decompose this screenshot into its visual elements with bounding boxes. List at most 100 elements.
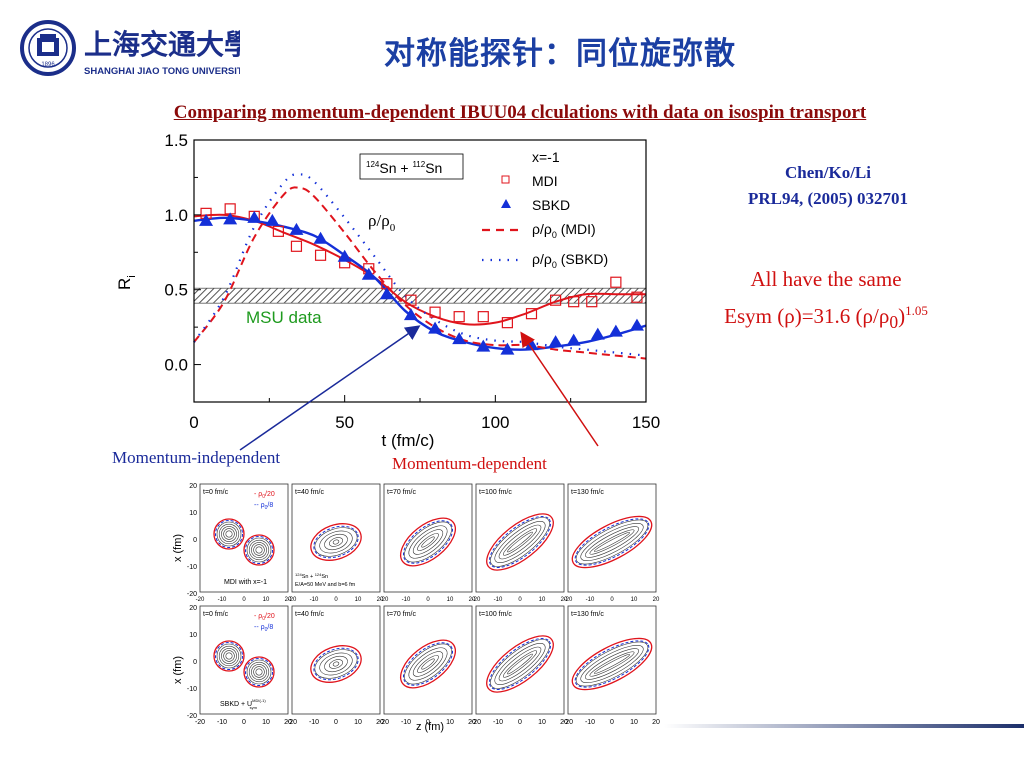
contour-x-tick: 10 [630, 719, 638, 726]
contour-panel: t=40 fm/c -20 -10 0 10 20 [287, 605, 384, 726]
sbkd-point [629, 318, 644, 331]
citation-reference: PRL94, (2005) 032701 [747, 189, 909, 208]
panel-time: t=0 fm/c [203, 611, 229, 618]
contour-panel: t=70 fm/c -20 -10 0 10 20 [380, 483, 476, 603]
momentum-independent-label: Momentum-independent [112, 448, 281, 467]
contour-legend-red: - ρ0/20 [254, 613, 275, 622]
contour-x-tick: -10 [401, 719, 411, 726]
reaction-energy: E/A=50 MeV and b=6 fm [295, 582, 356, 588]
contour-legend-red: - ρ0/20 [254, 491, 275, 500]
contour-x-tick: -20 [380, 597, 389, 603]
esym-sub: 0 [889, 312, 899, 333]
contour-y-tick: -20 [187, 713, 197, 720]
contour-y-tick: 10 [189, 632, 197, 639]
sbkd-point [524, 338, 539, 351]
contour-x-tick: 0 [518, 719, 522, 726]
contour-x-tick: 0 [334, 719, 338, 726]
contour-panel: t=100 fm/c -20 -10 0 10 20 [472, 483, 568, 603]
mdi-point [477, 311, 489, 323]
contour-x-tick: 20 [560, 719, 568, 726]
contour-x-tick: 0 [242, 597, 246, 603]
mdi-point [610, 276, 622, 288]
panel-time: t=70 fm/c [387, 489, 416, 496]
series-line [193, 186, 647, 360]
y-tick-label: 1.0 [164, 206, 188, 225]
density-contour-figure: t=0 fm/c - ρ0/20 -- ρ0/8 MDI with x=-1 20 10 0… [172, 483, 660, 733]
contour-legend-blue: -- ρ0/8 [254, 624, 273, 633]
contour-x-tick: -20 [379, 719, 389, 726]
row1-label: MDI with x=-1 [224, 579, 267, 586]
contour-x-tick: 20 [652, 719, 660, 726]
sbkd-point [223, 212, 238, 225]
legend-mdi-marker [501, 175, 510, 184]
contour-x-tick: -20 [195, 719, 205, 726]
panel-time: t=70 fm/c [387, 611, 416, 618]
logo-year: 1896 [41, 62, 55, 68]
legend-rho-sbkd: ρ/ρ0 (SBKD) [532, 251, 608, 270]
contour-panel: t=0 fm/c - ρ0/20 -- ρ0/8 SBKD + UMDI(-1) sym… [187, 605, 292, 726]
panel-time: t=40 fm/c [295, 489, 324, 496]
sbkd-point [500, 342, 515, 355]
mdi-point [631, 291, 643, 303]
row2-label: SBKD + UMDI(-1) sym [220, 698, 266, 710]
contour-x-tick: 10 [263, 597, 270, 603]
citation-authors: Chen/Ko/Li [785, 163, 871, 182]
contour-x-tick: 10 [354, 719, 362, 726]
contour-x-tick: 20 [653, 597, 660, 603]
sbkd-point [361, 267, 376, 280]
logo-chinese: 上海交通大學 [84, 28, 240, 61]
reaction-text: 124Sn + 124Sn [295, 572, 328, 580]
sbkd-point [247, 210, 262, 223]
contour-x-tick: 10 [446, 719, 454, 726]
panel-time: t=130 fm/c [571, 489, 604, 496]
contour-x-tick: -20 [563, 719, 573, 726]
mdi-point [501, 317, 513, 329]
contour-x-tick: -20 [471, 719, 481, 726]
contour-y-tick: -10 [187, 564, 197, 571]
sbkd-point [548, 335, 563, 348]
contour-x-tick: -10 [217, 719, 227, 726]
legend-sbkd-marker [501, 199, 511, 208]
y-axis-label: Ri [115, 275, 138, 290]
svg-text:124Sn + 112Sn: 124Sn + 112Sn [366, 160, 442, 176]
esym-line2: Esym (ρ)=31.6 (ρ/ρ0)1.05 [666, 295, 986, 338]
panel-time: t=130 fm/c [571, 611, 604, 618]
contour-x-tick: 0 [242, 719, 246, 726]
mdi-point [453, 311, 465, 323]
x-tick-label: 150 [632, 413, 660, 432]
contour-x-tick: 0 [426, 597, 430, 603]
contour-panel: t=130 fm/c -20 -10 0 10 20 [564, 483, 660, 603]
contour-x-tick: 0 [610, 597, 614, 603]
esym-close: ) [898, 304, 906, 328]
sjtu-logo: 1896 上海交通大學 SHANGHAI JIAO TONG UNIVERSIT… [20, 20, 240, 77]
contour-ylabel-top: x (fm) [172, 534, 184, 562]
sbkd-point [608, 324, 623, 337]
logo-english: SHANGHAI JIAO TONG UNIVERSITY [84, 66, 240, 77]
contour-x-tick: 0 [518, 597, 522, 603]
contour-x-tick: -10 [585, 719, 595, 726]
legend-mdi: MDI [532, 173, 558, 189]
legend-x: x=-1 [532, 149, 560, 165]
rho-label: ρ/ρ0 [368, 211, 396, 234]
sbkd-point [403, 308, 418, 321]
panel-time: t=100 fm/c [479, 611, 512, 618]
contour-x-tick: 10 [355, 597, 362, 603]
contour-x-tick: 20 [468, 719, 476, 726]
contour-x-tick: -10 [309, 719, 319, 726]
x-axis-label: t (fm/c) [382, 431, 435, 450]
sbkd-point [289, 222, 304, 235]
esym-exponent: 1.05 [905, 303, 928, 318]
contour-y-tick: 20 [189, 605, 197, 612]
series-line [193, 216, 647, 351]
slide-title: 对称能探针：同位旋弥散 [384, 36, 736, 72]
contour-x-tick: 20 [469, 597, 476, 603]
y-tick-label: 1.5 [164, 131, 188, 150]
contour-x-tick: -10 [494, 597, 503, 603]
footer-bar [664, 724, 1024, 728]
contour-x-tick: 0 [426, 719, 430, 726]
contour-panel: t=130 fm/c -20 -10 0 10 20 [563, 605, 660, 726]
mdi-point [272, 225, 284, 237]
mdi-point [568, 296, 580, 308]
slide-subtitle: Comparing momentum-dependent IBUU04 clcu… [173, 102, 867, 123]
contour-x-tick: 10 [631, 597, 638, 603]
